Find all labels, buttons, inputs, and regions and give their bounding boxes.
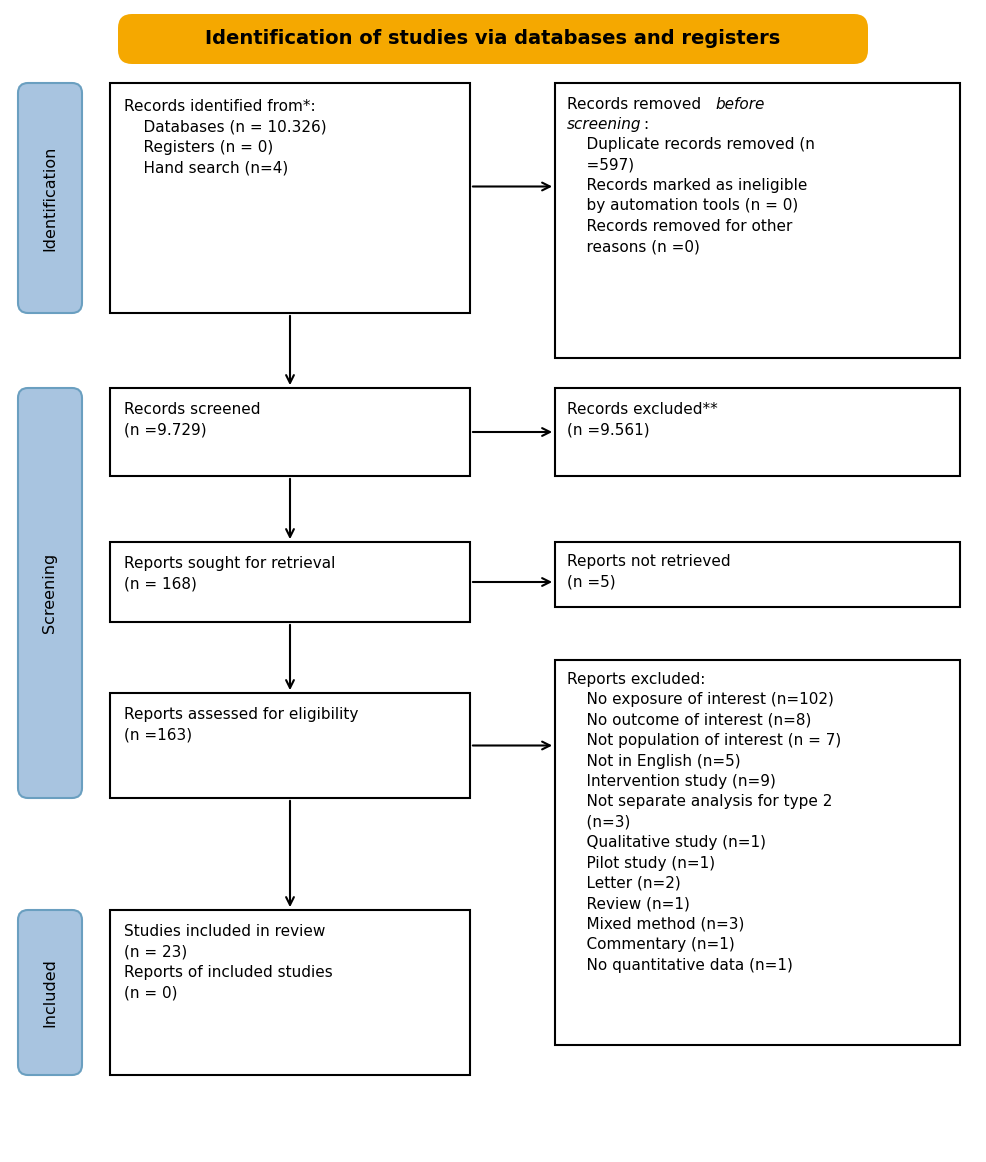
Bar (110, 83, 470, 313)
Bar (555, 83, 960, 358)
Text: Identification: Identification (42, 145, 57, 251)
Text: :: : (643, 117, 648, 132)
Bar (555, 388, 960, 476)
Text: Included: Included (42, 957, 57, 1027)
Text: Reports assessed for eligibility
(n =163): Reports assessed for eligibility (n =163… (124, 706, 358, 743)
Text: Records excluded**
(n =9.561): Records excluded** (n =9.561) (567, 402, 718, 437)
Text: Duplicate records removed (n
    =597)
    Records marked as ineligible
    by a: Duplicate records removed (n =597) Recor… (567, 137, 814, 254)
Bar (110, 388, 470, 476)
Text: Reports sought for retrieval
(n = 168): Reports sought for retrieval (n = 168) (124, 555, 335, 591)
Bar (110, 541, 470, 622)
Bar (110, 910, 470, 1075)
FancyBboxPatch shape (118, 14, 868, 64)
FancyBboxPatch shape (18, 388, 82, 798)
Text: Records removed: Records removed (567, 96, 706, 112)
Bar (555, 660, 960, 1045)
Text: Studies included in review
(n = 23)
Reports of included studies
(n = 0): Studies included in review (n = 23) Repo… (124, 924, 332, 1000)
Bar (110, 693, 470, 798)
Text: Screening: Screening (42, 553, 57, 633)
Bar (555, 541, 960, 607)
Text: screening: screening (567, 117, 642, 132)
Text: Records identified from*:
    Databases (n = 10.326)
    Registers (n = 0)
    H: Records identified from*: Databases (n =… (124, 99, 326, 175)
Text: Identification of studies via databases and registers: Identification of studies via databases … (205, 29, 781, 49)
Text: Reports not retrieved
(n =5): Reports not retrieved (n =5) (567, 554, 731, 589)
Text: Records screened
(n =9.729): Records screened (n =9.729) (124, 402, 260, 437)
Text: Reports excluded:
    No exposure of interest (n=102)
    No outcome of interest: Reports excluded: No exposure of interes… (567, 672, 841, 973)
Text: before: before (715, 96, 764, 112)
FancyBboxPatch shape (18, 83, 82, 313)
FancyBboxPatch shape (18, 910, 82, 1075)
